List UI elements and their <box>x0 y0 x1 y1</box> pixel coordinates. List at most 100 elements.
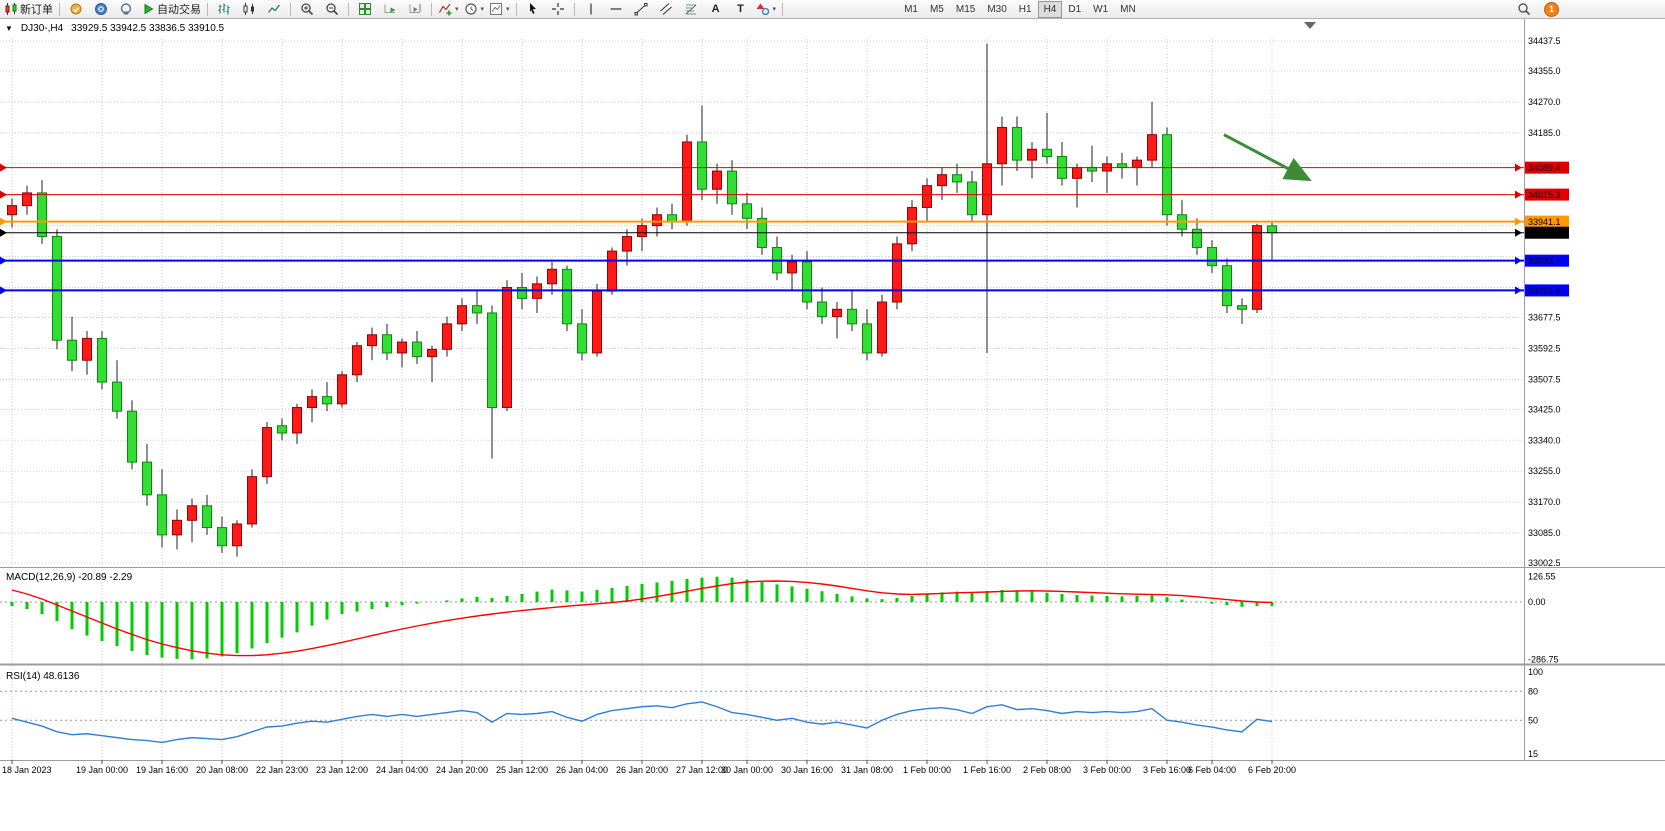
timeframe-button-d1[interactable]: D1 <box>1068 3 1082 15</box>
notification-badge[interactable]: 1 <box>1544 1 1559 17</box>
chart-shift-button[interactable] <box>403 1 427 17</box>
svg-text:20 Jan 08:00: 20 Jan 08:00 <box>196 765 248 775</box>
toolbar-separator <box>782 2 784 16</box>
toolbar-separator <box>290 2 291 16</box>
horizontal-lines[interactable] <box>0 163 1524 295</box>
toolbar-right-tools: 1 <box>1512 1 1559 17</box>
new-order-icon <box>5 3 17 15</box>
hline-left-marker-icon <box>0 228 7 237</box>
horizontal-line-button[interactable] <box>604 1 628 17</box>
svg-text:19 Jan 00:00: 19 Jan 00:00 <box>76 765 128 775</box>
svg-text:3 Feb 00:00: 3 Feb 00:00 <box>1083 765 1131 775</box>
svg-text:33941.1: 33941.1 <box>1528 217 1561 227</box>
zoom-in-icon <box>301 3 314 16</box>
crosshair-button[interactable] <box>546 1 570 17</box>
svg-text:24 Jan 20:00: 24 Jan 20:00 <box>436 765 488 775</box>
timeframe-button-mn[interactable]: MN <box>1120 3 1136 15</box>
toolbar-separator <box>431 2 432 16</box>
trendline-icon <box>634 3 648 16</box>
candlestick-chart-icon <box>243 3 254 15</box>
trendline-button[interactable] <box>629 1 653 17</box>
vertical-line-button[interactable] <box>579 1 603 17</box>
label-button[interactable]: T <box>729 1 753 17</box>
hline-left-marker-icon <box>0 190 7 199</box>
templates-button[interactable]: ▾ <box>487 1 512 17</box>
dropdown-caret-icon: ▾ <box>480 6 485 13</box>
candlestick-chart-button[interactable] <box>237 1 261 17</box>
channel-button[interactable] <box>654 1 678 17</box>
arrow-annotation[interactable] <box>1223 133 1312 182</box>
svg-text:2 Feb 08:00: 2 Feb 08:00 <box>1023 765 1071 775</box>
metaeditor-button[interactable] <box>64 1 88 17</box>
grid-layer <box>0 39 1524 760</box>
autotrading-button[interactable]: 自动交易 <box>139 1 203 17</box>
text-button[interactable]: A <box>704 1 728 17</box>
support-button[interactable] <box>114 1 138 17</box>
price-axis[interactable]: 34437.5 34355.0 34270.0 34185.0 33677.5 33592… <box>1528 36 1561 759</box>
svg-text:33002.5: 33002.5 <box>1528 558 1561 568</box>
timeframe-button-m1[interactable]: M1 <box>904 3 918 15</box>
timeframe-button-h1[interactable]: H1 <box>1018 3 1032 15</box>
indicators-icon <box>438 3 452 16</box>
chart-window: ▼ DJ30-,H4 33929.5 33942.5 33836.5 33910… <box>0 19 1665 831</box>
tile-windows-icon <box>359 3 371 15</box>
timeframe-button-m5[interactable]: M5 <box>929 3 944 15</box>
timeframe-button-m15[interactable]: M15 <box>955 3 976 15</box>
svg-text:25 Jan 12:00: 25 Jan 12:00 <box>496 765 548 775</box>
svg-text:26 Jan 20:00: 26 Jan 20:00 <box>616 765 668 775</box>
svg-text:33677.5: 33677.5 <box>1528 312 1561 322</box>
search-button[interactable] <box>1512 1 1536 17</box>
svg-text:30 Jan 16:00: 30 Jan 16:00 <box>781 765 833 775</box>
fibonacci-button[interactable] <box>679 1 703 17</box>
svg-text:33751.9: 33751.9 <box>1528 286 1561 296</box>
one-click-trading-toggle-icon[interactable]: ▼ <box>5 24 13 33</box>
svg-text:34437.5: 34437.5 <box>1528 36 1561 46</box>
autotrading-label: 自动交易 <box>157 4 201 16</box>
auto-scroll-button[interactable] <box>378 1 402 17</box>
auto-scroll-icon <box>384 4 396 13</box>
svg-text:1 Feb 16:00: 1 Feb 16:00 <box>963 765 1011 775</box>
toolbar-spacer <box>787 9 897 10</box>
bar-chart-icon <box>218 3 230 15</box>
chart-header: ▼ DJ30-,H4 33929.5 33942.5 33836.5 33910… <box>5 23 224 34</box>
horizontal-line-icon <box>610 8 622 10</box>
svg-text:30 Jan 00:00: 30 Jan 00:00 <box>721 765 773 775</box>
trend-arrow[interactable] <box>1223 133 1312 182</box>
time-axis[interactable]: 18 Jan 2023 19 Jan 00:00 19 Jan 16:00 20 Ja… <box>2 760 1296 775</box>
line-chart-button[interactable] <box>262 1 286 17</box>
svg-text:6 Feb 20:00: 6 Feb 20:00 <box>1248 765 1296 775</box>
new-order-button[interactable]: 新订单 <box>2 1 55 17</box>
svg-text:24 Jan 04:00: 24 Jan 04:00 <box>376 765 428 775</box>
clock-icon <box>464 3 477 15</box>
autotrading-icon <box>144 3 154 15</box>
zoom-out-button[interactable] <box>320 1 344 17</box>
hline-left-marker-icon <box>0 286 7 295</box>
cursor-icon <box>529 3 536 14</box>
search-icon <box>1518 3 1531 16</box>
tile-windows-button[interactable] <box>353 1 377 17</box>
bar-chart-button[interactable] <box>212 1 236 17</box>
timeframe-button-m30[interactable]: M30 <box>987 3 1007 15</box>
toolbar-separator <box>348 2 349 16</box>
chart-canvas[interactable]: 34437.5 34355.0 34270.0 34185.0 33677.5 33592… <box>0 19 1665 831</box>
svg-text:100: 100 <box>1528 667 1543 677</box>
chart-shift-marker-icon[interactable] <box>1304 22 1316 29</box>
shapes-button[interactable]: ▾ <box>754 1 779 17</box>
periods-button[interactable]: ▾ <box>462 1 487 17</box>
hline-left-marker-icon <box>0 217 7 226</box>
toolbar-separator <box>207 2 208 16</box>
svg-text:15: 15 <box>1528 749 1538 759</box>
timeframe-button-w1[interactable]: W1 <box>1093 3 1109 15</box>
zoom-in-button[interactable] <box>295 1 319 17</box>
timeframe-button-h4[interactable]: H4 <box>1037 0 1063 18</box>
svg-text:33340.0: 33340.0 <box>1528 435 1561 445</box>
svg-text:33507.5: 33507.5 <box>1528 374 1561 384</box>
svg-text:33170.0: 33170.0 <box>1528 497 1561 507</box>
rsi-layer <box>11 701 1273 744</box>
svg-text:33592.5: 33592.5 <box>1528 343 1561 353</box>
community-icon <box>95 3 107 15</box>
cursor-button[interactable] <box>521 1 545 17</box>
svg-text:22 Jan 23:00: 22 Jan 23:00 <box>256 765 308 775</box>
community-button[interactable] <box>89 1 113 17</box>
indicators-button[interactable]: ▾ <box>436 1 461 17</box>
